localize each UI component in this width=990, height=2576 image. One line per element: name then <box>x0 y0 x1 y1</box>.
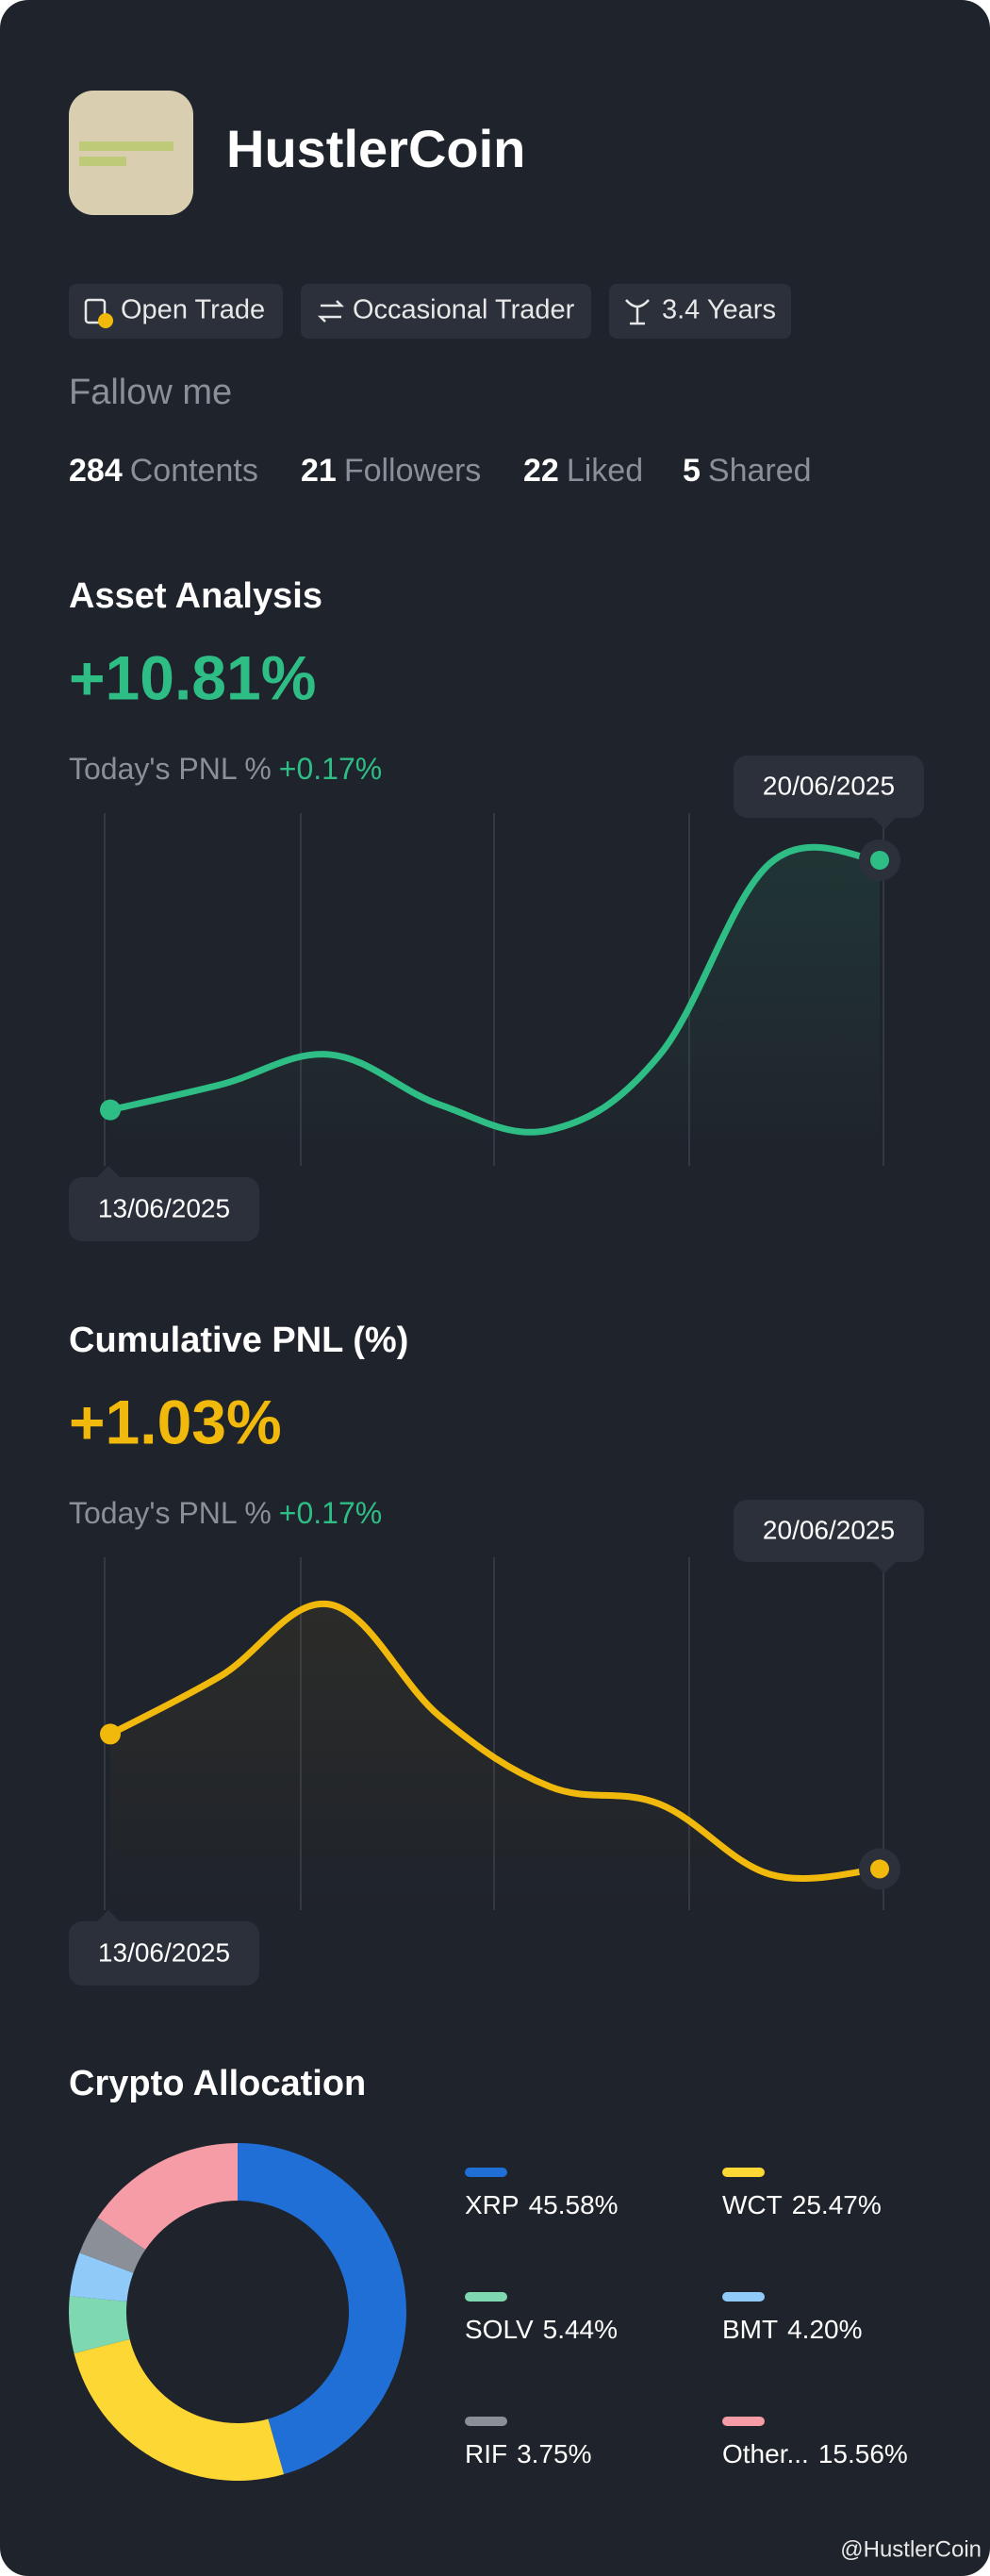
date-bubble: 13/06/2025 <box>69 1910 259 1986</box>
legend-swatch <box>722 2292 765 2302</box>
pnl-label: Today's PNL % <box>69 752 272 786</box>
stats: 284 Contents 21 Followers 22 Liked 5 Shared <box>69 453 812 489</box>
headline-value: +10.81% <box>69 642 316 712</box>
section-title: Asset Analysis <box>69 576 322 616</box>
legend-value: 25.47% <box>792 2190 882 2219</box>
date-label: 20/06/2025 <box>763 1515 895 1544</box>
date-label: 13/06/2025 <box>98 1937 230 1967</box>
stat: 22 Liked <box>523 453 643 489</box>
donut-slice <box>238 2143 407 2475</box>
pnl: Today's PNL % +0.17% <box>69 1496 382 1530</box>
pnl: Today's PNL % +0.17% <box>69 752 382 786</box>
legend-value: 3.75% <box>517 2439 591 2468</box>
stat: 5 Shared <box>683 453 812 489</box>
bubble-pointer <box>97 1166 120 1177</box>
legend-name: XRP <box>465 2190 520 2219</box>
stat-label: Followers <box>344 453 481 489</box>
legend-swatch <box>465 2292 507 2302</box>
section-title: Crypto Allocation <box>69 2064 366 2103</box>
legend-entry: SOLV 5.44% <box>465 2315 618 2344</box>
stat-count: 5 <box>683 453 701 489</box>
tag: Open Trade <box>69 284 283 339</box>
donut-slice <box>74 2338 285 2481</box>
donut-slice <box>69 2252 134 2302</box>
stat: 284 Contents <box>69 453 258 489</box>
line <box>107 1600 883 1882</box>
date-bubble: 13/06/2025 <box>69 1166 259 1241</box>
legend-value: 4.20% <box>787 2315 862 2344</box>
pnl-label: Today's PNL % <box>69 1496 272 1530</box>
legend-entry: XRP 45.58% <box>465 2190 619 2219</box>
legend-name: Other... <box>722 2439 809 2468</box>
tag: 3.4 Years <box>609 284 791 339</box>
stat-label: Shared <box>708 453 812 489</box>
bubble-bg <box>734 756 924 818</box>
tag-label: Occasional Trader <box>353 295 575 325</box>
donut-slice <box>97 2143 238 2251</box>
end-dot <box>870 851 889 870</box>
line <box>107 843 883 1136</box>
donut-slice <box>79 2217 146 2273</box>
legend-swatch <box>465 2168 507 2177</box>
bubble-bg <box>734 1500 924 1562</box>
date-bubble: 20/06/2025 <box>734 756 924 829</box>
username: HustlerCoin <box>226 119 525 178</box>
legend-swatch <box>722 2417 765 2426</box>
donut-slice <box>68 2296 130 2353</box>
legend-name: BMT <box>722 2315 778 2344</box>
bubble-pointer <box>873 1562 896 1573</box>
bubble-bg <box>69 1177 259 1241</box>
stat-count: 284 <box>69 453 123 489</box>
tag-label: 3.4 Years <box>662 295 776 325</box>
avatar[interactable] <box>69 91 193 215</box>
tag: Occasional Trader <box>301 284 591 339</box>
legend-value: 15.56% <box>818 2439 908 2468</box>
legend-value: 5.44% <box>543 2315 618 2344</box>
stat-label: Liked <box>567 453 643 489</box>
date-label: 20/06/2025 <box>763 771 895 800</box>
bubble-pointer <box>873 818 896 829</box>
follow-link[interactable]: Fallow me <box>69 373 232 412</box>
stat-label: Contents <box>130 453 258 489</box>
area <box>110 1604 880 1910</box>
legend-name: SOLV <box>465 2315 534 2344</box>
end-dot <box>870 1859 889 1879</box>
section-title: Cumulative PNL (%) <box>69 1321 408 1360</box>
legend-name: RIF <box>465 2439 507 2468</box>
area <box>110 847 880 1166</box>
stat-count: 22 <box>523 453 559 489</box>
stat-count: 21 <box>301 453 337 489</box>
stat: 21 Followers <box>301 453 481 489</box>
legend-entry: Other... 15.56% <box>722 2439 908 2468</box>
bubble-pointer <box>97 1910 120 1921</box>
legend-entry: WCT 25.47% <box>722 2190 882 2219</box>
headline-value: +1.03% <box>69 1387 282 1456</box>
bubble-bg <box>69 1921 259 1986</box>
start-dot <box>100 1723 121 1745</box>
tag-label: Open Trade <box>121 295 265 325</box>
legend-swatch <box>465 2417 507 2426</box>
date-label: 13/06/2025 <box>98 1193 230 1222</box>
legend-value: 45.58% <box>529 2190 619 2219</box>
start-dot <box>100 1099 121 1121</box>
legend-name: WCT <box>722 2190 783 2219</box>
pnl-value: +0.17% <box>279 752 382 786</box>
date-bubble: 20/06/2025 <box>734 1500 924 1573</box>
watermark: @HustlerCoin <box>840 2536 982 2562</box>
legend-entry: RIF 3.75% <box>465 2439 592 2468</box>
legend-entry: BMT 4.20% <box>722 2315 863 2344</box>
legend-swatch <box>722 2168 765 2177</box>
pnl-value: +0.17% <box>279 1496 382 1530</box>
